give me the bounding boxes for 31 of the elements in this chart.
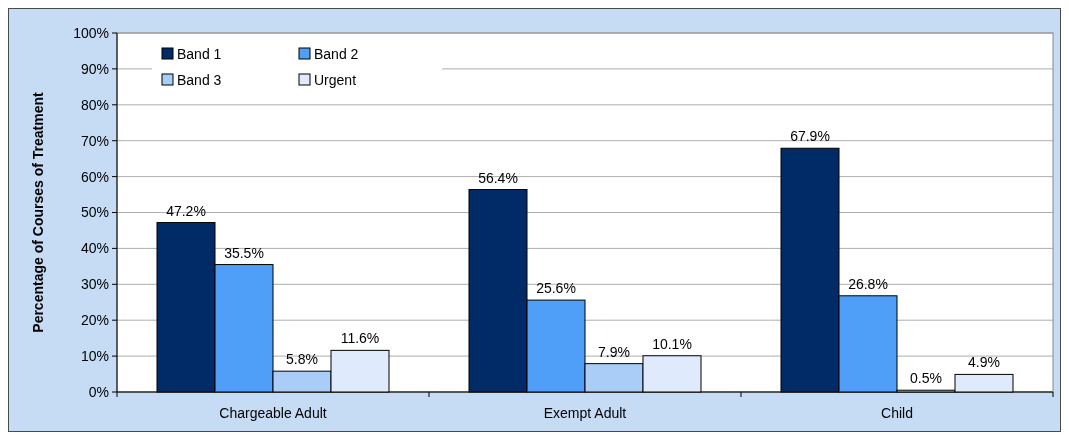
data-label: 35.5% xyxy=(224,244,264,261)
x-tick-label: Chargeable Adult xyxy=(219,405,327,421)
data-label: 7.9% xyxy=(598,343,630,360)
data-label: 26.8% xyxy=(848,275,888,292)
y-tick-label: 50% xyxy=(80,204,109,221)
data-label: 56.4% xyxy=(478,169,518,186)
data-label: 67.9% xyxy=(790,128,830,145)
y-tick-label: 80% xyxy=(80,96,109,113)
data-label: 47.2% xyxy=(166,202,206,219)
x-tick-label: Exempt Adult xyxy=(543,405,627,421)
data-label: 25.6% xyxy=(536,280,576,297)
y-tick-label: 30% xyxy=(80,276,109,293)
y-tick-label: 0% xyxy=(88,383,109,400)
data-label: 5.8% xyxy=(286,351,318,368)
legend-label: Band 1 xyxy=(177,45,222,62)
data-label: 11.6% xyxy=(340,330,380,347)
legend-label: Band 2 xyxy=(314,45,359,62)
y-axis-title: Percentage of Courses of Treatment xyxy=(30,91,46,333)
y-tick-label: 70% xyxy=(80,132,109,149)
y-tick-label: 20% xyxy=(80,312,109,329)
y-tick-label: 90% xyxy=(80,60,109,77)
x-tick-label: Child xyxy=(881,405,913,421)
data-label: 0.5% xyxy=(910,370,942,387)
data-label: 10.1% xyxy=(652,335,692,352)
y-tick-label: 40% xyxy=(80,240,109,257)
y-tick-label: 100% xyxy=(73,24,109,41)
y-tick-label: 60% xyxy=(80,168,109,185)
y-tick-label: 10% xyxy=(80,348,109,364)
legend-label: Band 3 xyxy=(177,71,222,88)
data-label: 4.9% xyxy=(968,354,1000,371)
legend-label: Urgent xyxy=(314,71,357,88)
